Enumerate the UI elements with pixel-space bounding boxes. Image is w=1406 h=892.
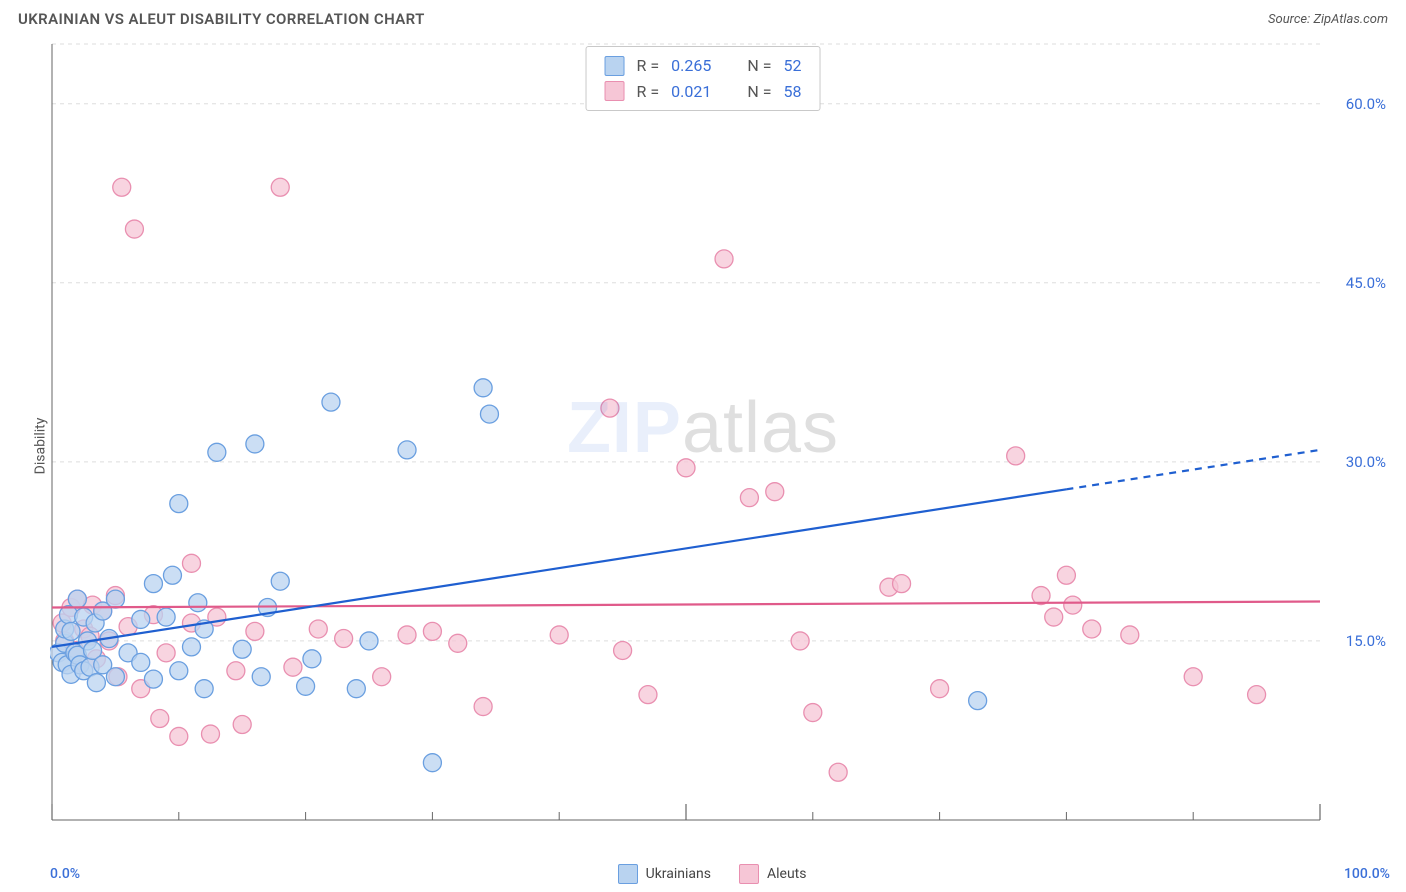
legend-label-aleuts: Aleuts xyxy=(767,866,806,882)
n-value-aleuts: 58 xyxy=(783,79,801,105)
chart-title: UKRAINIAN VS ALEUT DISABILITY CORRELATIO… xyxy=(18,10,425,28)
x-max-label: 100.0% xyxy=(1344,866,1390,882)
y-tick-label: 30.0% xyxy=(1346,453,1386,471)
y-tick-label: 15.0% xyxy=(1346,632,1386,650)
x-axis-footer: 0.0% Ukrainians Aleuts 100.0% xyxy=(50,864,1390,884)
legend-label-ukrainians: Ukrainians xyxy=(646,866,711,882)
r-value-aleuts: 0.021 xyxy=(671,79,711,105)
legend-item-ukrainians: Ukrainians xyxy=(618,864,711,884)
stats-row-ukrainians: R = 0.265 N = 52 xyxy=(605,53,802,79)
swatch-aleuts xyxy=(605,81,625,101)
chart-header: UKRAINIAN VS ALEUT DISABILITY CORRELATIO… xyxy=(0,0,1406,34)
n-label: N = xyxy=(747,53,771,79)
r-label: R = xyxy=(637,53,660,79)
legend-swatch-ukrainians xyxy=(618,864,638,884)
stats-legend-box: R = 0.265 N = 52 R = 0.021 N = 58 xyxy=(586,46,821,111)
source-prefix: Source: xyxy=(1268,12,1313,27)
source-name: ZipAtlas.com xyxy=(1313,12,1388,27)
swatch-ukrainians xyxy=(605,56,625,76)
legend-swatch-aleuts xyxy=(739,864,759,884)
chart-source: Source: ZipAtlas.com xyxy=(1268,12,1388,27)
series-legend: Ukrainians Aleuts xyxy=(618,864,807,884)
y-tick-label: 45.0% xyxy=(1346,274,1386,292)
r-value-ukrainians: 0.265 xyxy=(671,53,711,79)
stats-row-aleuts: R = 0.021 N = 58 xyxy=(605,79,802,105)
y-axis-label: Disability xyxy=(32,418,48,475)
n-value-ukrainians: 52 xyxy=(783,53,801,79)
n-label: N = xyxy=(747,79,771,105)
scatter-svg xyxy=(50,40,1390,840)
x-min-label: 0.0% xyxy=(50,866,80,882)
y-tick-label: 60.0% xyxy=(1346,95,1386,113)
plot-area: 15.0% 30.0% 45.0% 60.0% xyxy=(50,40,1390,840)
legend-item-aleuts: Aleuts xyxy=(739,864,806,884)
r-label: R = xyxy=(637,79,660,105)
